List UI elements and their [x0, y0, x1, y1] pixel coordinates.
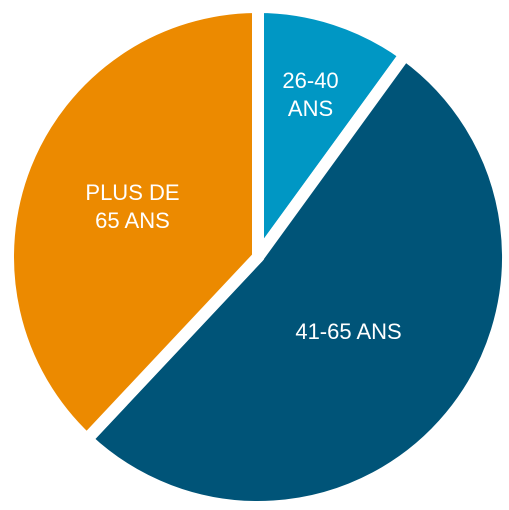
slice-label: 26-40 ANS — [282, 68, 339, 122]
slice-label: 41-65 ANS — [295, 318, 402, 344]
pie-slice — [2, 0, 264, 448]
pie-slice — [78, 46, 509, 510]
pie-slice — [252, 0, 414, 276]
slice-label: PLUS DE 65 ANS — [85, 180, 180, 234]
